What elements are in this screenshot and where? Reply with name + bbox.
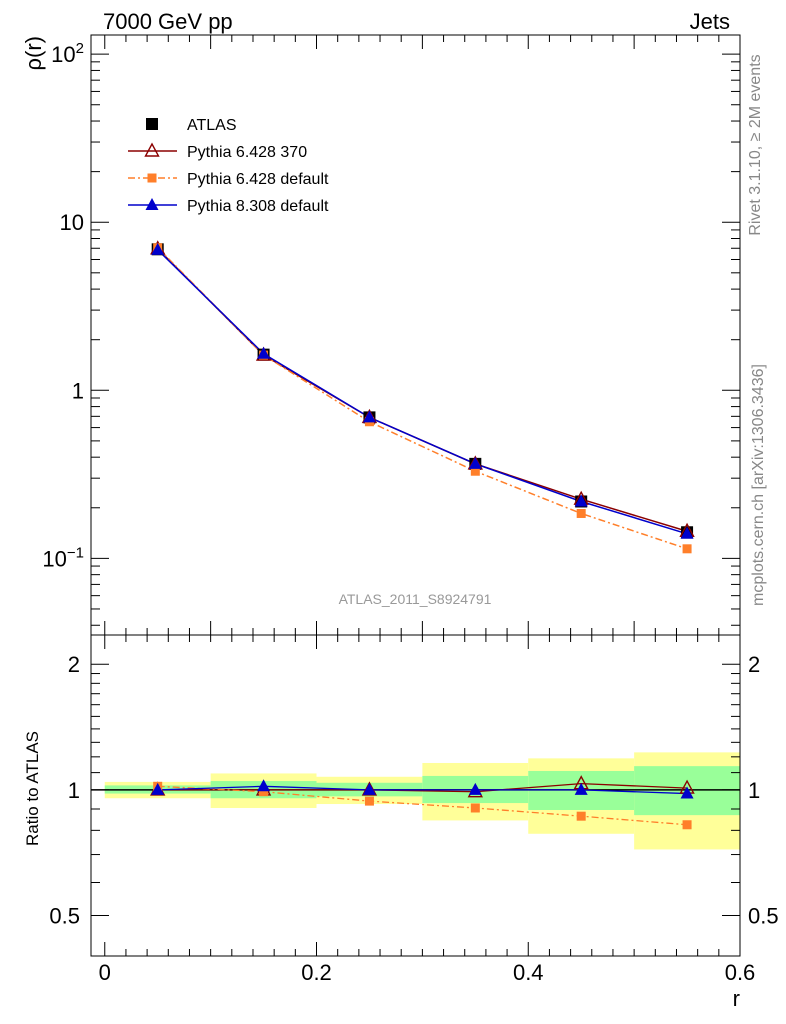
- ratio-axes: 2 2 1 1 0.5 0.5 0 0.2 0.4 0.6: [49, 635, 779, 985]
- mcplots-label: mcplots.cern.ch [arXiv:1306.3436]: [750, 364, 767, 606]
- rivet-version-label: Rivet 3.1.10, ≥ 2M events: [747, 54, 764, 235]
- ratio-point-pythia-6-428-default: [259, 787, 269, 797]
- ratio-line-pythia-6-428-default: [157, 785, 688, 826]
- main-y-tick-label-exponent: 2: [76, 40, 84, 57]
- main-point-pythia-6-428-default: [576, 508, 586, 518]
- legend-label-atlas: ATLAS: [187, 117, 237, 134]
- legend-marker-pythia-6-428-370: [144, 142, 160, 157]
- x-axis-label: r: [733, 986, 740, 1011]
- legend-label-pythia-6-428-370: Pythia 6.428 370: [187, 144, 307, 161]
- ratio-point-pythia-6-428-default: [682, 820, 692, 830]
- main-y-tick-label-base: 1: [72, 378, 84, 403]
- main-point-pythia-8-308-default: [257, 346, 271, 359]
- ratio-series-layer: [150, 775, 695, 830]
- main-point-pythia-6-428-default: [682, 544, 692, 554]
- ratio-y-tick-label-right: 0.5: [748, 904, 779, 929]
- main-point-pythia-8-308-default: [151, 242, 165, 255]
- ratio-point-pythia-8-308-default: [574, 782, 588, 795]
- ratio-y-tick-label-left: 0.5: [49, 904, 80, 929]
- ratio-point-pythia-8-308-default: [468, 782, 482, 795]
- ratio-line-pythia-8-308-default: [157, 785, 688, 795]
- legend-label-pythia-6-428-default: Pythia 6.428 default: [187, 171, 329, 188]
- legend-marker-atlas: [146, 118, 158, 130]
- analysis-id-label: ATLAS_2011_S8924791: [339, 591, 492, 607]
- main-y-tick-label: 10: [60, 210, 84, 235]
- legend-marker-pythia-8-308-default: [145, 198, 159, 210]
- ratio-point-pythia-8-308-default: [362, 782, 376, 795]
- ratio-panel: 2 2 1 1 0.5 0.5 0 0.2 0.4 0.6 Ratio to ATLAS r: [23, 634, 779, 1011]
- x-tick-label: 0: [99, 960, 111, 985]
- main-y-tick-label-base: 10: [51, 42, 75, 67]
- main-y-axis-label: ρ(r): [21, 36, 46, 71]
- main-point-pythia-8-308-default: [680, 526, 694, 539]
- main-line-pythia-6-428-370: [157, 248, 688, 532]
- main-point-pythia-6-428-default: [470, 466, 480, 476]
- main-y-tick-label: 10−1: [42, 544, 84, 571]
- ratio-frame: [90, 634, 741, 957]
- ratio-y-tick-label-right: 1: [748, 778, 760, 803]
- legend: ATLAS Pythia 6.428 370 Pythia 6.428 defaul…: [128, 117, 329, 215]
- legend-marker-pythia-6-428-default: [147, 173, 157, 183]
- ratio-point-pythia-8-308-default: [151, 782, 165, 795]
- main-y-tick-label-exponent: −1: [67, 544, 84, 561]
- main-point-pythia-8-308-default: [362, 410, 376, 423]
- legend-label-pythia-8-308-default: Pythia 8.308 default: [187, 198, 329, 215]
- ratio-y-tick-label-left: 2: [68, 652, 80, 677]
- main-series-layer: [150, 240, 695, 554]
- main-y-tick-label: 102: [51, 40, 84, 67]
- main-y-tick-label: 1: [72, 378, 84, 403]
- ratio-y-axis-label: Ratio to ATLAS: [23, 731, 42, 846]
- ratio-line-pythia-6-428-370: [157, 783, 688, 793]
- main-line-pythia-6-428-default: [157, 247, 688, 550]
- ratio-uncertainty-bands: [91, 752, 740, 850]
- ratio-y-tick-label-right: 2: [748, 652, 760, 677]
- x-tick-label: 0.2: [301, 960, 332, 985]
- main-y-tick-label-base: 10: [60, 210, 84, 235]
- ratio-point-pythia-6-428-default: [576, 811, 586, 821]
- ratio-point-pythia-8-308-default: [257, 779, 271, 792]
- process-label: Jets: [690, 9, 730, 34]
- ratio-point-pythia-6-428-default: [364, 796, 374, 806]
- energy-label: 7000 GeV pp: [103, 9, 233, 34]
- ratio-point-pythia-8-308-default: [680, 786, 694, 799]
- ratio-y-tick-label-left: 1: [68, 778, 80, 803]
- main-point-pythia-8-308-default: [574, 494, 588, 507]
- main-y-tick-label-base: 10: [42, 546, 66, 571]
- x-tick-label: 0.4: [513, 960, 544, 985]
- x-tick-label: 0.6: [725, 960, 756, 985]
- main-line-pythia-8-308-default: [157, 249, 688, 535]
- ratio-point-pythia-6-428-default: [470, 803, 480, 813]
- main-point-pythia-8-308-default: [468, 456, 482, 469]
